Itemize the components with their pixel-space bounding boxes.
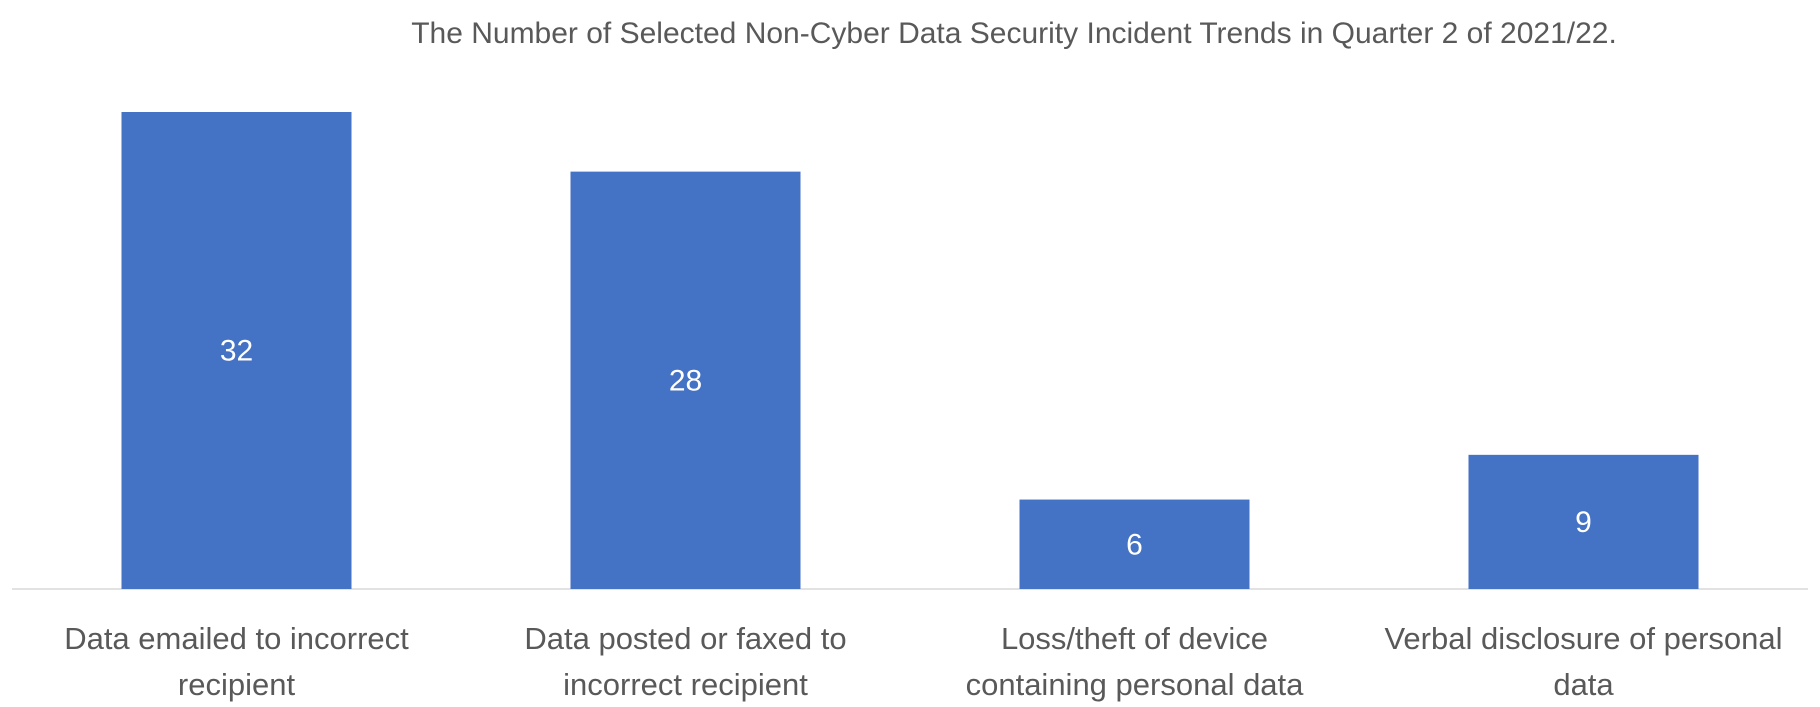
data-labels-group: 32 28 6 9: [220, 335, 1592, 562]
bar-4: [1468, 454, 1699, 589]
category-label-1: Data emailed to incorrect recipient: [64, 621, 409, 702]
category-label-4: Verbal disclosure of personal data: [1384, 621, 1782, 702]
chart-title: The Number of Selected Non-Cyber Data Se…: [411, 17, 1617, 50]
category-label-3: Loss/theft of device containing personal …: [966, 621, 1305, 702]
category-label-line: recipient: [178, 667, 296, 702]
data-label-3: 6: [1126, 528, 1143, 561]
category-label-line: data: [1553, 667, 1614, 702]
data-label-4: 9: [1575, 506, 1592, 539]
category-label-2: Data posted or faxed to incorrect recipie…: [524, 621, 846, 702]
data-label-2: 28: [669, 364, 702, 397]
data-label-1: 32: [220, 335, 253, 368]
category-label-line: incorrect recipient: [563, 667, 808, 702]
bar-2: [570, 171, 801, 589]
category-labels-group: Data emailed to incorrect recipient Data p…: [64, 621, 1782, 702]
bars-group: [121, 112, 1699, 589]
category-label-line: Loss/theft of device: [1001, 621, 1268, 656]
category-label-line: Data emailed to incorrect: [64, 621, 409, 656]
bar-3: [1019, 499, 1250, 589]
category-label-line: Verbal disclosure of personal: [1384, 621, 1782, 656]
bar-1: [121, 112, 352, 589]
category-label-line: Data posted or faxed to: [524, 621, 846, 656]
category-label-line: containing personal data: [966, 667, 1305, 702]
